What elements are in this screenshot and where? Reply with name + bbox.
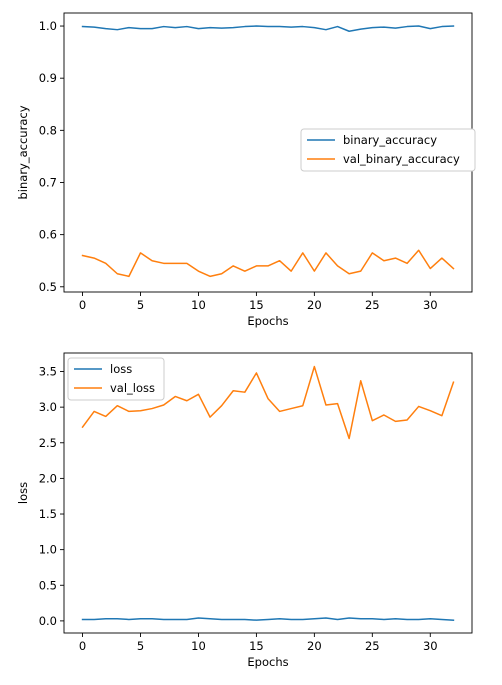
x-tick-label: 0 — [79, 639, 86, 653]
legend-label-binary-accuracy: binary_accuracy — [343, 133, 437, 147]
legend-box — [300, 128, 476, 172]
y-tick-label: 0.7 — [39, 175, 57, 189]
legend: binary_accuracy val_binary_accuracy — [300, 128, 476, 172]
legend-label-val-loss: val_loss — [110, 381, 155, 395]
x-axis-label: Epochs — [247, 314, 288, 328]
y-tick-label: 0.6 — [39, 228, 57, 242]
chart-1: 0 5 10 15 20 25 30 0.5 0.6 0.7 0.8 0.9 1.0 Epochs bina… — [16, 12, 476, 328]
y-tick-label: 0.8 — [39, 123, 57, 137]
x-tick-label: 15 — [249, 639, 264, 653]
x-tick-label: 10 — [191, 639, 206, 653]
y-tick-label: 0.5 — [39, 280, 57, 294]
y-tick-label: 2.5 — [39, 436, 57, 450]
x-tick-label: 15 — [249, 298, 264, 312]
x-tick-label: 5 — [137, 298, 144, 312]
legend-label-val-binary-accuracy: val_binary_accuracy — [343, 152, 460, 166]
y-tick-label: 1.5 — [39, 507, 57, 521]
y-axis-label: loss — [16, 482, 30, 504]
x-tick-label: 20 — [307, 298, 322, 312]
x-tick-label: 25 — [365, 639, 380, 653]
series-line-val-loss — [81, 365, 455, 440]
x-tick-label: 30 — [423, 298, 438, 312]
legend-label-loss: loss — [110, 362, 132, 376]
y-tick-label: 0.0 — [39, 614, 57, 628]
y-tick-label: 1.0 — [39, 19, 57, 33]
y-tick-label: 0.9 — [39, 71, 57, 85]
x-tick-label: 5 — [137, 639, 144, 653]
y-tick-label: 1.0 — [39, 543, 57, 557]
plot-area-frame — [63, 352, 473, 634]
x-tick-label: 0 — [79, 298, 86, 312]
chart-2: 0 5 10 15 20 25 30 0.0 0.5 1.0 1.5 2.0 2.5 3.0 3.5 Epoc… — [16, 352, 473, 669]
legend: loss val_loss — [67, 357, 165, 401]
y-tick-label: 2.0 — [39, 471, 57, 485]
y-tick-label: 3.0 — [39, 400, 57, 414]
y-tick-label: 0.5 — [39, 578, 57, 592]
series-line-binary-accuracy — [81, 25, 455, 32]
y-axis-label: binary_accuracy — [16, 105, 30, 199]
x-tick-label: 30 — [423, 639, 438, 653]
y-tick-label: 3.5 — [39, 365, 57, 379]
x-tick-label: 25 — [365, 298, 380, 312]
x-axis-label: Epochs — [247, 655, 288, 669]
series-line-val-binary-accuracy — [81, 249, 455, 278]
x-tick-label: 20 — [307, 639, 322, 653]
x-tick-label: 10 — [191, 298, 206, 312]
series-line-loss — [81, 617, 455, 621]
